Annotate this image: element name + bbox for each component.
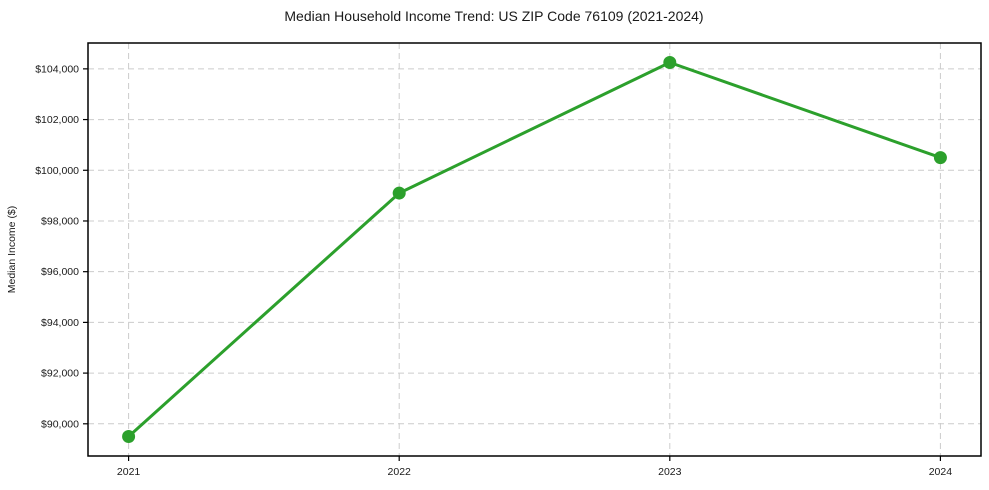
data-point bbox=[933, 151, 947, 165]
chart-title: Median Household Income Trend: US ZIP Co… bbox=[284, 8, 703, 24]
data-point bbox=[392, 186, 406, 200]
y-tick-label: $94,000 bbox=[41, 317, 79, 329]
plot-background bbox=[88, 43, 981, 456]
y-tick-label: $98,000 bbox=[41, 215, 79, 227]
trend-line bbox=[127, 61, 942, 438]
y-tick-label: $90,000 bbox=[41, 418, 79, 430]
y-tick-label: $92,000 bbox=[41, 368, 79, 380]
data-point bbox=[663, 56, 677, 70]
y-tick-label: $100,000 bbox=[35, 165, 79, 177]
y-tick-label: $96,000 bbox=[41, 266, 79, 278]
y-tick-label: $104,000 bbox=[35, 63, 79, 75]
x-tick-label: 2024 bbox=[929, 466, 953, 478]
y-axis-label: Median Income ($) bbox=[6, 206, 18, 294]
x-tick-label: 2021 bbox=[117, 466, 141, 478]
x-tick-label: 2023 bbox=[658, 466, 682, 478]
data-point bbox=[122, 429, 136, 443]
x-tick-label: 2022 bbox=[388, 466, 412, 478]
plot-area: $90,000 $92,000 $94,000 $96,000 $98,000 $100,… bbox=[35, 42, 982, 478]
plot-frame bbox=[87, 42, 982, 457]
y-tick-label: $102,000 bbox=[35, 114, 79, 126]
